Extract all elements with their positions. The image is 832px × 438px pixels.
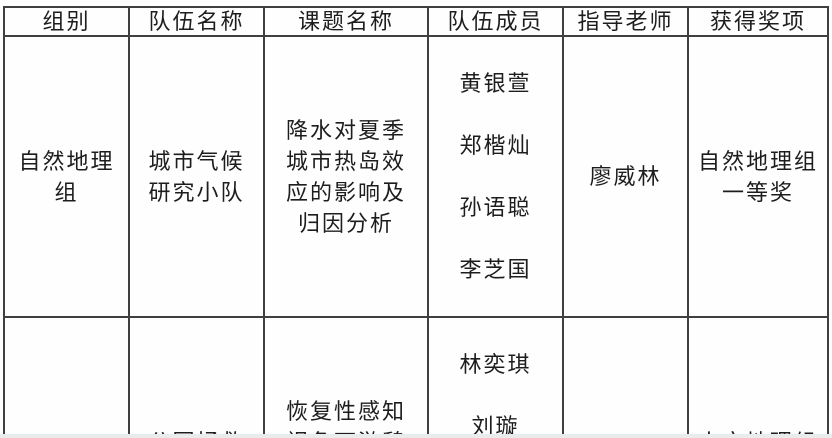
member-name: 郑楷灿 [459, 133, 532, 158]
member-name: 孙语聪 [459, 195, 532, 220]
header-advisor: 指导老师 [562, 6, 689, 37]
member-name: 林奕琪 [459, 352, 532, 377]
header-team-members: 队伍成员 [427, 6, 564, 37]
header-award: 获得奖项 [687, 6, 829, 37]
header-row: 组别 队伍名称 课题名称 队伍成员 指导老师 获得奖项 [3, 6, 829, 37]
table-row: 人文地理 组 公园拯救 城市队 恢复性感知 视角下游憩 者行为与城 市公园优化 … [3, 316, 829, 438]
member-name: 李芝国 [459, 257, 532, 282]
page-edge-strip [0, 434, 832, 438]
team-cell: 城市气候 研究小队 [128, 35, 265, 318]
team-cell: 公园拯救 城市队 [128, 316, 265, 438]
topic-cell: 恢复性感知 视角下游憩 者行为与城 市公园优化 [263, 316, 429, 438]
members-cell: 黄银萱 郑楷灿 孙语聪 李芝国 [427, 35, 564, 318]
teacher-cell: 谭一洺 [562, 316, 689, 438]
topic-cell: 降水对夏季 城市热岛效 应的影响及 归因分析 [263, 35, 429, 318]
award-cell: 自然地理组 一等奖 [687, 35, 829, 318]
header-team-name: 队伍名称 [128, 6, 265, 37]
header-topic-name: 课题名称 [263, 6, 429, 37]
header-group: 组别 [3, 6, 130, 37]
member-name: 黄银萱 [459, 71, 532, 96]
group-cell: 人文地理 组 [3, 316, 130, 438]
group-cell: 自然地理 组 [3, 35, 130, 318]
award-table: 组别 队伍名称 课题名称 队伍成员 指导老师 获得奖项 自然地理 组 城市气候 … [3, 6, 829, 438]
table-row: 自然地理 组 城市气候 研究小队 降水对夏季 城市热岛效 应的影响及 归因分析 … [3, 35, 829, 318]
members-cell: 林奕琪 刘璇 何晓桐 游涵嘉 [427, 316, 564, 438]
award-cell: 人文地理组 二等奖 [687, 316, 829, 438]
teacher-cell: 廖威林 [562, 35, 689, 318]
